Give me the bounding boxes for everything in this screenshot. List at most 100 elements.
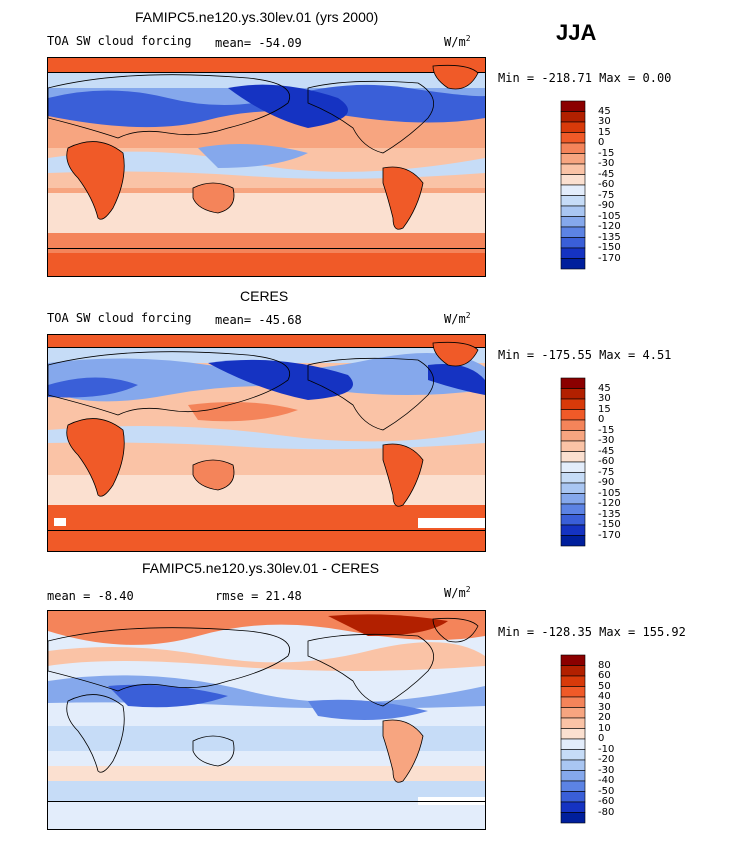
colorbar-label: 0	[598, 137, 605, 148]
colorbar-label: -135	[598, 508, 621, 520]
colorbar-label: 30	[598, 701, 611, 713]
colorbar-swatch	[560, 770, 586, 782]
colorbar-swatch	[560, 237, 586, 249]
colorbar-label: 20	[598, 712, 611, 723]
colorbar-swatch	[560, 111, 586, 123]
colorbar-label: -15	[598, 424, 615, 436]
colorbar-label: -30	[598, 435, 615, 446]
colorbar-swatch	[560, 707, 586, 719]
colorbar-label: -30	[598, 764, 615, 776]
panel1-title: FAMIPC5.ne120.ys.30lev.01 (yrs 2000)	[135, 9, 379, 25]
panel2-minmax: Min = -175.55 Max = 4.51	[498, 348, 672, 362]
colorbar-label: -40	[598, 775, 615, 786]
panel3-map	[47, 610, 486, 830]
colorbar-label: -105	[598, 210, 621, 222]
panel2-subtitle: TOA SW cloud forcing	[47, 311, 192, 325]
colorbar-swatch	[560, 759, 586, 771]
colorbar-label: 60	[598, 670, 611, 681]
panel3-title: FAMIPC5.ne120.ys.30lev.01 - CERES	[142, 560, 380, 576]
colorbar-label: -170	[598, 529, 621, 541]
panel1-units: W/m2	[444, 34, 471, 49]
colorbar-label: -20	[598, 754, 615, 765]
colorbar-swatch	[560, 398, 586, 410]
colorbar-label: -150	[598, 242, 621, 253]
colorbar-swatch	[560, 174, 586, 186]
colorbar-swatch	[560, 142, 586, 154]
colorbar-label: 40	[598, 691, 611, 702]
colorbar-swatch	[560, 503, 586, 515]
colorbar-swatch	[560, 216, 586, 228]
colorbar-swatch	[560, 440, 586, 452]
colorbar-label: -45	[598, 445, 615, 457]
colorbar-swatch	[560, 812, 586, 824]
colorbar-swatch	[560, 195, 586, 207]
colorbar-swatch	[560, 524, 586, 536]
panel1-colorbar-boxes	[560, 100, 586, 270]
colorbar-swatch	[560, 780, 586, 792]
colorbar-label: -75	[598, 466, 615, 478]
colorbar-swatch	[560, 430, 586, 442]
colorbar-label: -170	[598, 252, 621, 264]
colorbar-swatch	[560, 472, 586, 484]
colorbar-label: 80	[598, 659, 611, 671]
panel3-colorbar-boxes	[560, 654, 586, 824]
colorbar-swatch	[560, 461, 586, 473]
panel3-units: W/m2	[444, 585, 471, 600]
colorbar-swatch	[560, 749, 586, 761]
colorbar-label: -105	[598, 487, 621, 499]
colorbar-swatch	[560, 801, 586, 813]
panel2-mean: mean= -45.68	[215, 313, 302, 327]
colorbar-label: -60	[598, 796, 615, 807]
colorbar-swatch	[560, 482, 586, 494]
panel2-units: W/m2	[444, 311, 471, 326]
panel2-map	[47, 334, 486, 552]
colorbar-swatch	[560, 717, 586, 729]
colorbar-swatch	[560, 665, 586, 677]
colorbar-swatch	[560, 205, 586, 217]
panel1-subtitle: TOA SW cloud forcing	[47, 34, 192, 48]
colorbar-label: 50	[598, 680, 611, 692]
colorbar-swatch	[560, 247, 586, 259]
colorbar-swatch	[560, 514, 586, 526]
colorbar-swatch	[560, 163, 586, 175]
colorbar-label: -135	[598, 231, 621, 243]
colorbar-label: -75	[598, 189, 615, 201]
colorbar-label: -120	[598, 498, 621, 509]
colorbar-label: -60	[598, 456, 615, 467]
colorbar-label: 30	[598, 393, 611, 404]
colorbar-label: -90	[598, 200, 615, 211]
colorbar-label: -45	[598, 168, 615, 180]
colorbar-label: 45	[598, 382, 611, 394]
colorbar-swatch	[560, 696, 586, 708]
colorbar-label: -15	[598, 147, 615, 159]
colorbar-label: -90	[598, 477, 615, 488]
panel1-colorbar	[560, 100, 586, 277]
colorbar-swatch	[560, 738, 586, 750]
colorbar-swatch	[560, 258, 586, 270]
colorbar-swatch	[560, 535, 586, 547]
colorbar-label: 45	[598, 105, 611, 117]
colorbar-label: 30	[598, 116, 611, 127]
colorbar-swatch	[560, 451, 586, 463]
colorbar-swatch	[560, 184, 586, 196]
colorbar-label: 15	[598, 126, 611, 138]
colorbar-label: 10	[598, 722, 611, 734]
colorbar-label: -50	[598, 785, 615, 797]
colorbar-label: -10	[598, 743, 615, 755]
colorbar-swatch	[560, 675, 586, 687]
panel1-map	[47, 57, 486, 277]
colorbar-swatch	[560, 121, 586, 133]
panel3-rmse: rmse = 21.48	[215, 589, 302, 603]
colorbar-swatch	[560, 493, 586, 505]
panel1-mean: mean= -54.09	[215, 36, 302, 50]
panel2-colorbar-boxes	[560, 377, 586, 547]
colorbar-label: -150	[598, 519, 621, 530]
colorbar-swatch	[560, 132, 586, 144]
colorbar-swatch	[560, 728, 586, 740]
colorbar-swatch	[560, 226, 586, 238]
colorbar-swatch	[560, 100, 586, 112]
colorbar-swatch	[560, 686, 586, 698]
panel2-title: CERES	[240, 288, 289, 304]
panel3-mean: mean = -8.40	[47, 589, 134, 603]
panel1-minmax: Min = -218.71 Max = 0.00	[498, 71, 672, 85]
